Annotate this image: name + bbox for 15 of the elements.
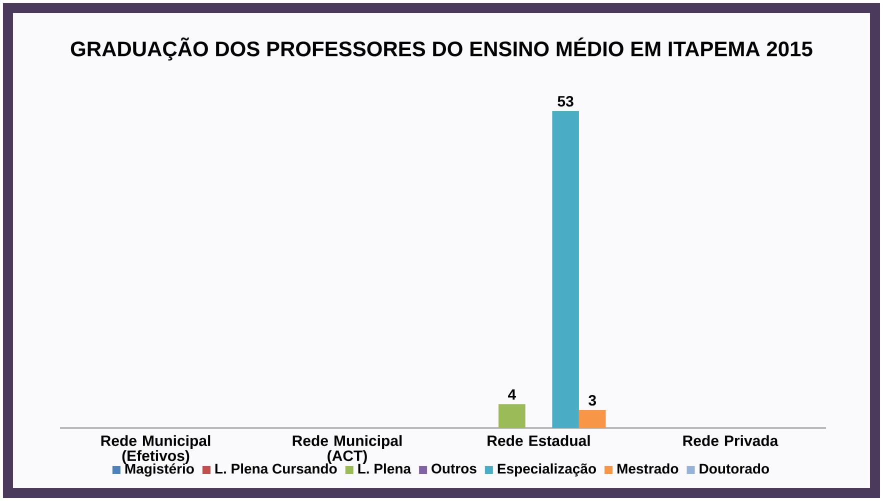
- legend-label: Mestrado: [617, 463, 678, 474]
- data-label: 53: [558, 96, 574, 107]
- chart-title: GRADUAÇÃO DOS PROFESSORES DO ENSINO MÉDIO EM ITAPEMA 2015: [70, 37, 812, 61]
- legend-label: Magistério: [125, 463, 194, 477]
- x-tick-label: Rede Estadual: [488, 435, 590, 446]
- legend-label: L. Plena: [358, 463, 412, 474]
- x-tick-label: Rede Privada: [683, 435, 778, 446]
- legend-label: L. Plena Cursando: [215, 463, 337, 474]
- legend-label: Doutorado: [700, 463, 769, 474]
- data-label: 3: [588, 395, 596, 406]
- x-tick-label: Rede Municipal (ACT): [292, 435, 402, 464]
- data-label: 4: [508, 389, 516, 400]
- x-tick-label: Rede Municipal (Efetivos): [101, 435, 210, 464]
- legend-label: Outros: [432, 464, 476, 474]
- legend-label: Especialização: [498, 463, 596, 476]
